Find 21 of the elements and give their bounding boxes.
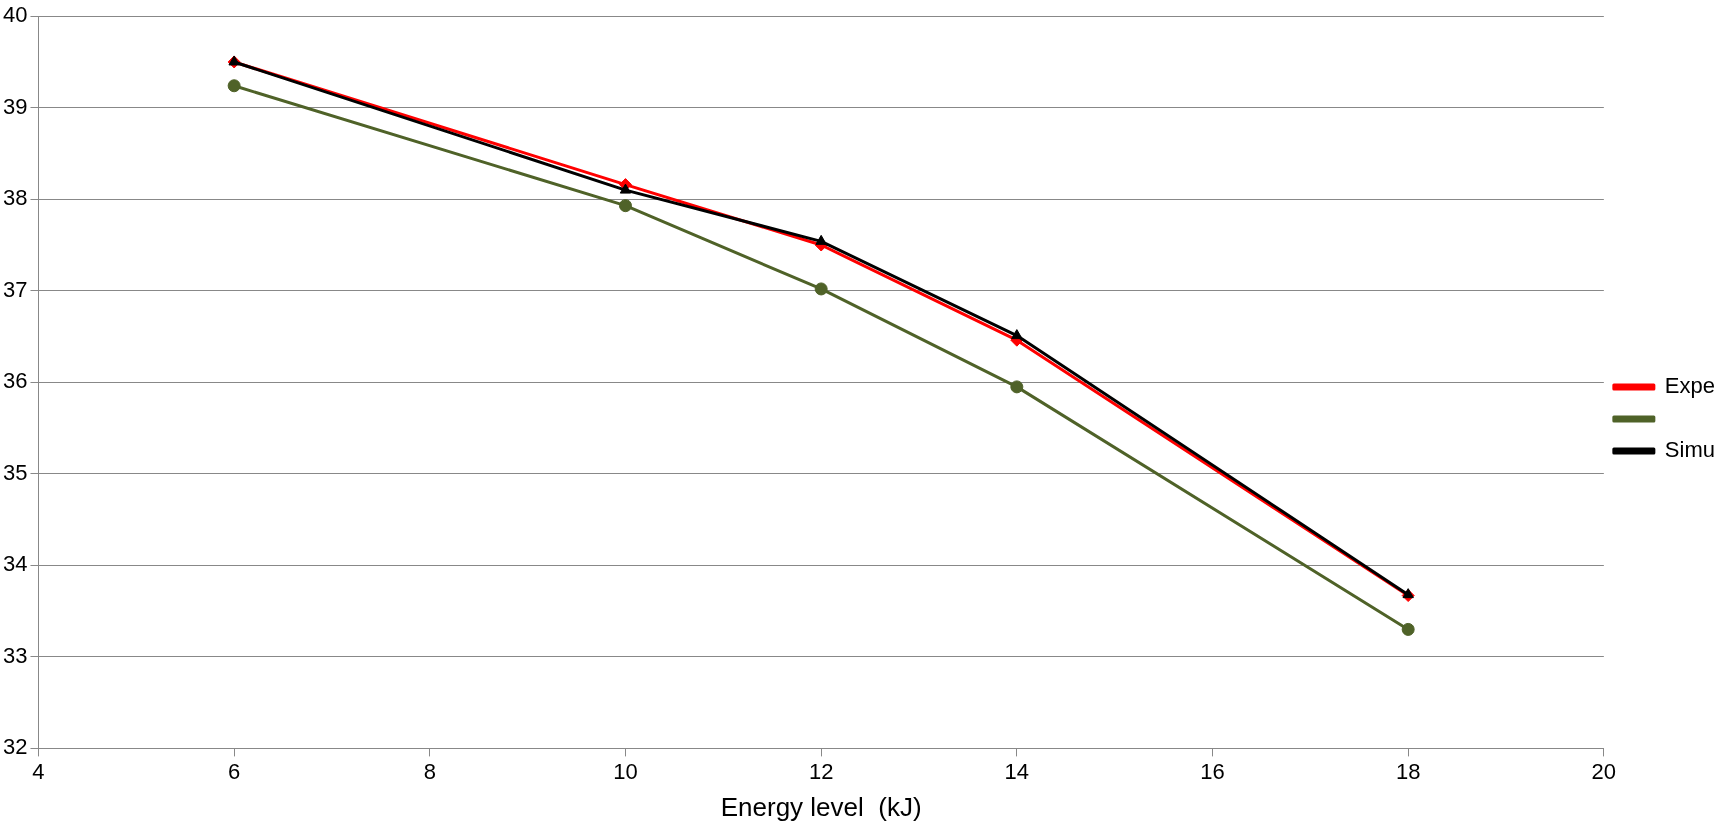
x-tick-label: 16 [1200,758,1225,784]
x-tick-label: 20 [1591,758,1617,784]
y-tick-label: 37 [2,276,28,302]
x-tick-label: 6 [228,758,241,784]
legend-label: Simu [1664,437,1715,463]
legend-label: Expe [1664,373,1716,399]
x-tick-label: 10 [613,758,638,784]
x-tick-label: 14 [1004,758,1030,784]
y-tick-label: 32 [2,734,28,760]
y-tick-label: 35 [2,459,28,485]
y-tick-label: 39 [2,93,28,119]
x-tick-label: 8 [423,758,436,784]
y-tick-label: 38 [2,185,28,211]
y-tick-label: 34 [2,551,28,577]
y-tick-label: 40 [2,2,28,28]
y-tick-label: 33 [2,642,28,668]
x-tick-label: 4 [32,758,45,784]
x-tick-label: 12 [808,758,834,784]
y-tick-label: 36 [2,368,28,394]
x-axis-title: Energy level (kJ) [720,791,922,822]
x-tick-label: 18 [1395,758,1421,784]
